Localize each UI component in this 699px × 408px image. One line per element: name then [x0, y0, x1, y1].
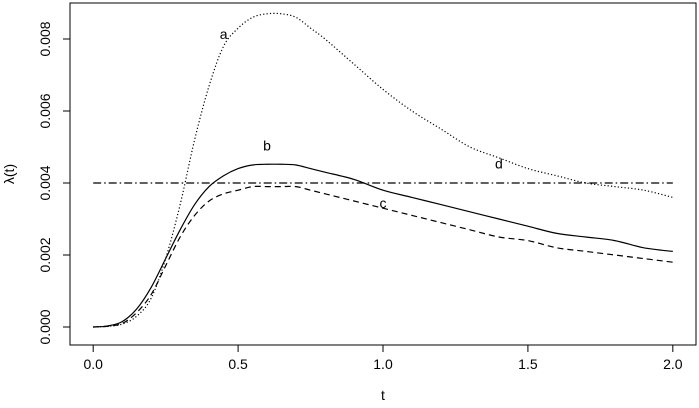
series-a-label: a [220, 26, 228, 42]
y-axis: 0.000 0.002 0.004 0.006 0.008 [37, 21, 70, 345]
x-tick-label: 1.0 [373, 356, 393, 372]
y-axis-title: λ(t) [1, 164, 17, 184]
series-c-line [93, 185, 673, 328]
series-b-label: b [263, 138, 271, 154]
series-b-line [93, 163, 673, 328]
series-c-label: c [380, 195, 387, 211]
series-d-label: d [495, 156, 503, 172]
series-a-line [93, 12, 673, 328]
y-tick-label: 0.006 [37, 93, 53, 128]
y-tick-label: 0.004 [37, 165, 53, 200]
x-tick-label: 0.5 [228, 356, 248, 372]
plot-frame [69, 2, 697, 346]
y-tick-label: 0.000 [37, 309, 53, 344]
x-tick-label: 0.0 [83, 356, 103, 372]
x-axis-title: t [381, 387, 385, 403]
curve-labels: a b c d [220, 26, 503, 211]
x-tick-label: 1.5 [518, 356, 538, 372]
x-tick-label: 2.0 [663, 356, 683, 372]
y-tick-label: 0.002 [37, 237, 53, 272]
series-layer [93, 12, 673, 328]
x-axis: 0.0 0.5 1.0 1.5 2.0 [83, 345, 683, 372]
y-tick-label: 0.008 [37, 21, 53, 56]
